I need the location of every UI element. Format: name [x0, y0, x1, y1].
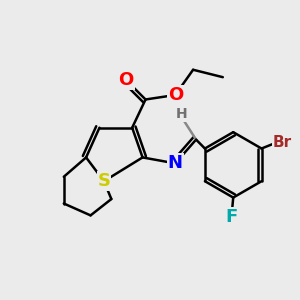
Text: O: O [168, 86, 183, 104]
Text: H: H [176, 107, 187, 121]
Text: S: S [98, 172, 110, 190]
Text: O: O [118, 71, 134, 89]
Text: Br: Br [273, 135, 292, 150]
Text: N: N [168, 154, 183, 172]
Text: F: F [226, 208, 238, 226]
